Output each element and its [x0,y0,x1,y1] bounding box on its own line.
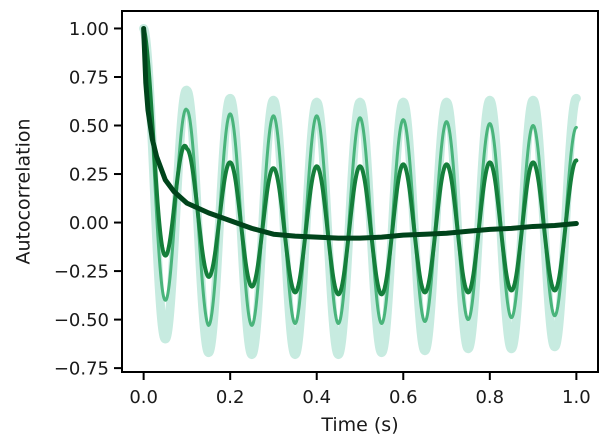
y-tick-label: −0.50 [54,310,109,331]
x-tick-label: 0.2 [216,387,245,408]
y-tick-label: 0.50 [69,116,109,137]
y-tick-label: 0.25 [69,165,109,186]
series-line-1 [139,23,581,360]
series-layer [139,23,581,360]
y-axis: −0.75 −0.50 −0.25 0.00 0.25 0.50 0.75 1.00 [54,19,122,380]
x-axis-label: Time (s) [320,414,398,436]
x-tick-label: 1.0 [562,387,591,408]
y-tick-label: 0.75 [69,67,109,88]
y-tick-label: −0.25 [54,262,109,283]
plot-frame [121,10,599,373]
series-line-4 [141,25,579,241]
x-tick-label: 0.8 [475,387,504,408]
y-tick-label: 1.00 [69,19,109,40]
y-axis-label: Autocorrelation [13,118,35,264]
x-tick-label: 0.6 [389,387,418,408]
series-line-2 [142,26,578,327]
x-axis: 0.0 0.2 0.4 0.6 0.8 1.0 [129,372,591,408]
x-tick-label: 0.0 [129,387,158,408]
series-line-3 [141,26,579,297]
x-tick-label: 0.4 [302,387,331,408]
y-tick-label: −0.75 [54,359,109,380]
y-tick-label: 0.00 [69,213,109,234]
